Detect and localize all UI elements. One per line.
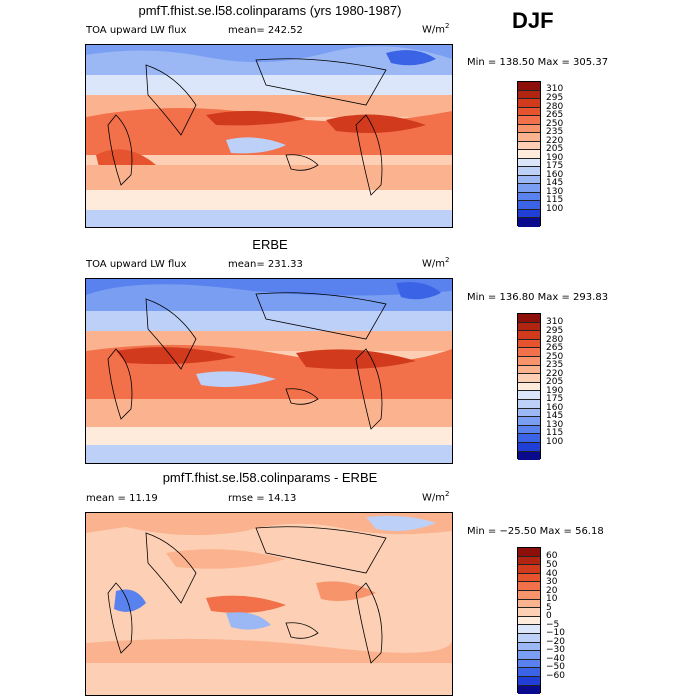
panel-3-unit: W/m2 (422, 490, 450, 504)
panel-3-cbar-label: 5 (546, 603, 552, 613)
panel-3-cbar-label: −20 (546, 637, 565, 647)
panel-3-cbar-label: −10 (546, 628, 565, 638)
panel-1-colorbar (517, 81, 541, 227)
panel-2-cbar-label: 205 (546, 377, 564, 387)
panel-3-cbar-label: 30 (546, 577, 558, 587)
panel-3-cbar-label: −40 (546, 654, 565, 664)
panel-3-map (85, 512, 453, 696)
panel-2-minmax: Min = 136.80 Max = 293.83 (467, 292, 609, 303)
panel-3-cbar-label: 40 (546, 569, 558, 579)
panel-1-cbar-label: 250 (546, 119, 564, 129)
panel-3-cbar-label: 50 (546, 560, 558, 570)
panel-3-cbar-label: 0 (546, 611, 552, 621)
panel-1-cbar-label: 310 (546, 84, 564, 94)
panel-3-cbar-label: −50 (546, 662, 565, 672)
panel-3-cbar-label: 10 (546, 594, 558, 604)
panel-1-cbar-label: 205 (546, 144, 564, 154)
panel-2-cbar-label: 160 (546, 403, 564, 413)
panel-2-cbar-label: 310 (546, 317, 564, 327)
panel-3-minmax: Min = −25.50 Max = 56.18 (467, 526, 604, 537)
panel-3-cbar-label: 20 (546, 586, 558, 596)
panel-1-cbar-label: 145 (546, 178, 564, 188)
panel-2-cbar-label: 145 (546, 411, 564, 421)
panel-1-unit: W/m2 (422, 22, 450, 36)
panel-1-map (85, 44, 453, 228)
panel-3-rmse: rmse = 14.13 (228, 493, 297, 504)
panel-1-title: pmfT.fhist.se.l58.colinparams (yrs 1980-… (138, 3, 402, 18)
panel-1-minmax: Min = 138.50 Max = 305.37 (467, 57, 609, 68)
panel-3-mean: mean = 11.19 (86, 493, 158, 504)
panel-2-cbar-label: 280 (546, 335, 564, 345)
panel-2-cbar-label: 130 (546, 420, 564, 430)
panel-2-cbar-label: 100 (546, 437, 564, 447)
panel-1-cbar-label: 190 (546, 153, 564, 163)
panel-1-field-label: TOA upward LW flux (86, 25, 187, 36)
panel-2-cbar-label: 235 (546, 360, 564, 370)
panel-2-cbar-label: 175 (546, 394, 564, 404)
panel-2-field-label: TOA upward LW flux (86, 259, 187, 270)
panel-1-cbar-label: 115 (546, 195, 564, 205)
panel-1-cbar-label: 265 (546, 110, 564, 120)
panel-2-cbar-label: 220 (546, 369, 564, 379)
panel-1-cbar-label: 100 (546, 204, 564, 214)
panel-2-cbar-label: 250 (546, 352, 564, 362)
panel-1-cbar-label: 280 (546, 102, 564, 112)
panel-3-colorbar (517, 547, 541, 695)
panel-2-cbar-label: 115 (546, 428, 564, 438)
panel-2-cbar-label: 295 (546, 326, 564, 336)
panel-1-cbar-label: 175 (546, 161, 564, 171)
panel-2-cbar-label: 190 (546, 386, 564, 396)
panel-3-cbar-label: −30 (546, 645, 565, 655)
panel-2-unit: W/m2 (422, 256, 450, 270)
panel-1-cbar-label: 235 (546, 127, 564, 137)
panel-1-cbar-label: 295 (546, 93, 564, 103)
season-label: DJF (512, 8, 554, 33)
panel-1-cbar-label: 130 (546, 187, 564, 197)
panel-3-cbar-label: 60 (546, 551, 558, 561)
panel-2-title: ERBE (252, 237, 288, 252)
panel-1-mean: mean= 242.52 (228, 25, 303, 36)
panel-3-cbar-label: −60 (546, 671, 565, 681)
panel-2-cbar-label: 265 (546, 343, 564, 353)
panel-1-cbar-label: 220 (546, 136, 564, 146)
panel-2-map (85, 278, 453, 464)
panel-1-cbar-label: 160 (546, 170, 564, 180)
panel-3-cbar-label: −5 (546, 620, 560, 630)
panel-2-mean: mean= 231.33 (228, 259, 303, 270)
panel-3-title: pmfT.fhist.se.l58.colinparams - ERBE (162, 470, 378, 485)
panel-2-colorbar (517, 313, 541, 461)
